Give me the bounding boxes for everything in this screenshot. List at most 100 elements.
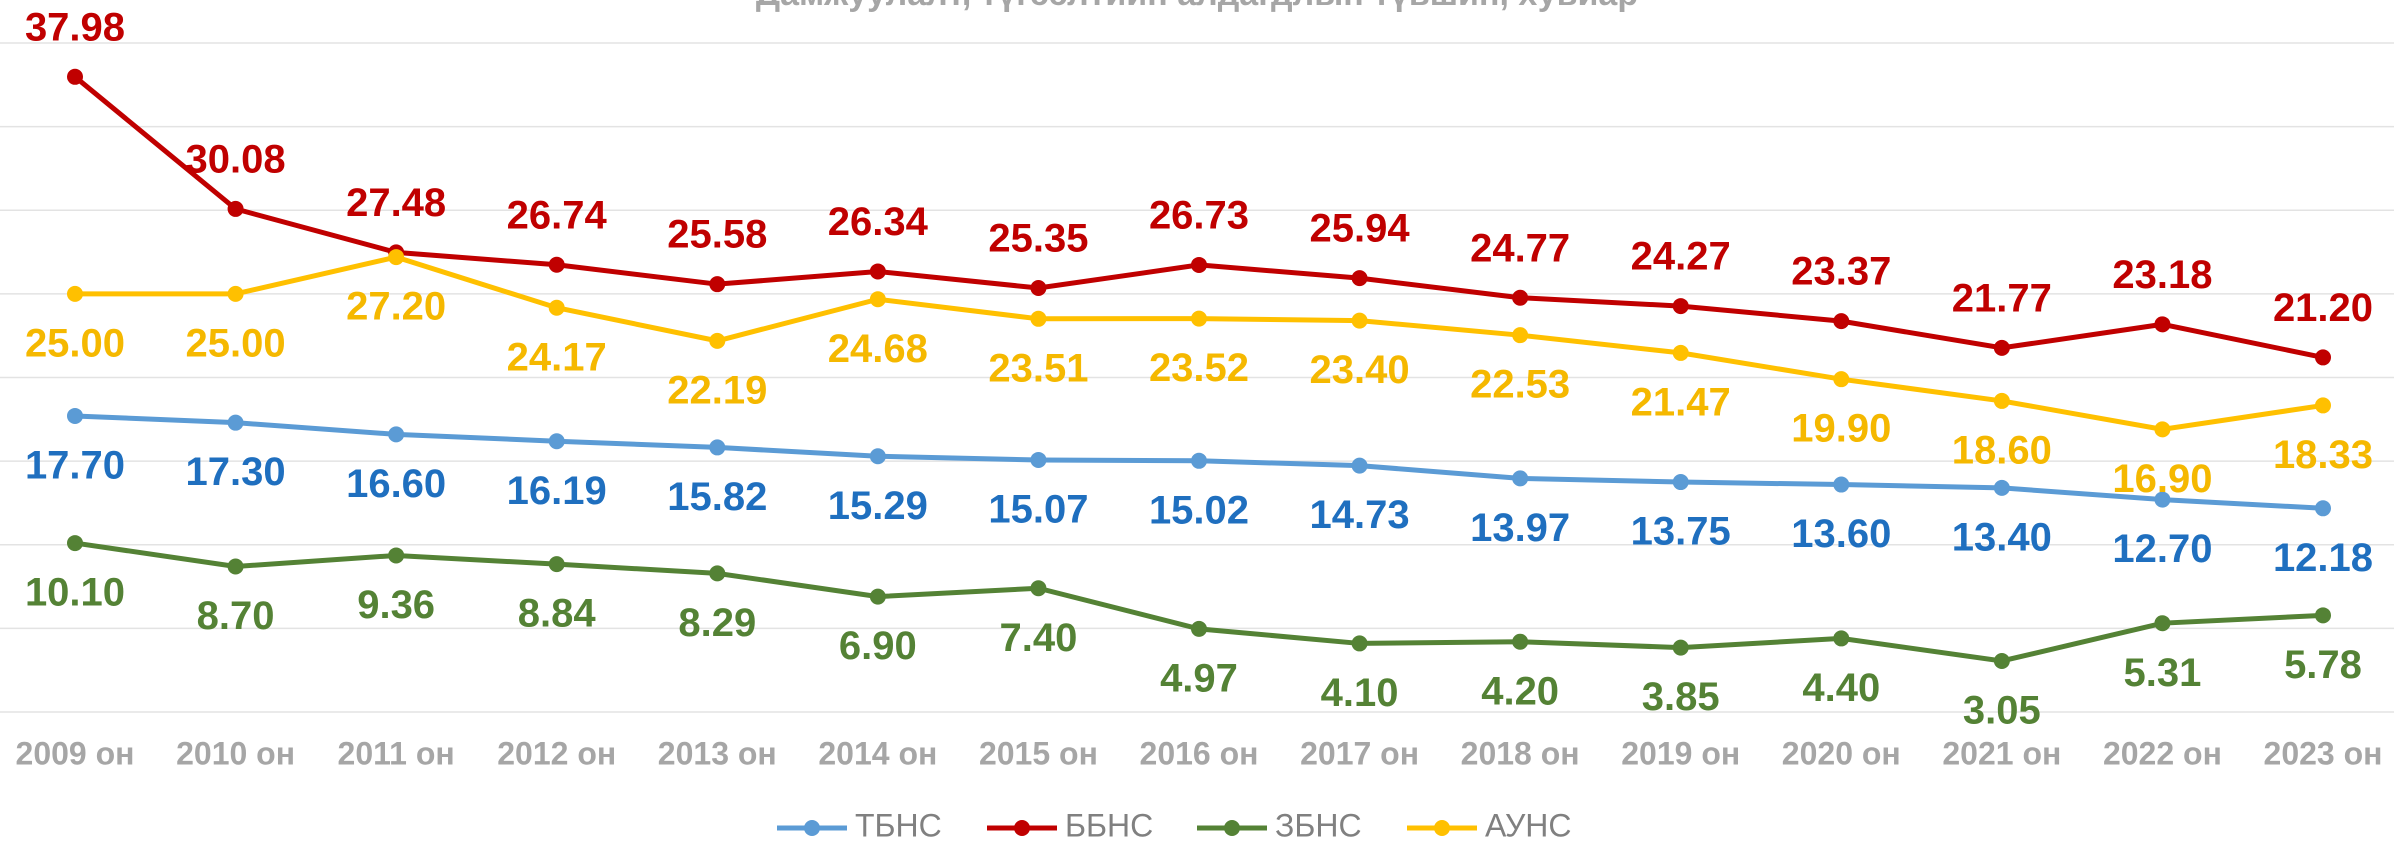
legend-label: ББНС bbox=[1065, 807, 1153, 843]
data-point bbox=[869, 448, 886, 465]
data-label: 8.84 bbox=[518, 592, 597, 636]
x-tick-label: 2023 он bbox=[2264, 735, 2383, 771]
data-point bbox=[1833, 371, 1850, 388]
data-label: 13.40 bbox=[1952, 515, 2052, 559]
data-label: 22.53 bbox=[1470, 363, 1570, 407]
data-label: 3.85 bbox=[1642, 675, 1720, 719]
data-point bbox=[2154, 615, 2171, 632]
data-point bbox=[388, 249, 405, 266]
x-tick-label: 2012 он bbox=[497, 735, 616, 771]
data-label: 4.20 bbox=[1481, 669, 1559, 713]
data-label: 3.05 bbox=[1963, 689, 2041, 733]
data-point bbox=[1030, 580, 1047, 597]
legend-marker bbox=[1434, 820, 1450, 836]
data-label: 12.18 bbox=[2273, 536, 2373, 580]
data-point bbox=[1512, 633, 1529, 650]
data-label: 24.27 bbox=[1631, 235, 1731, 279]
data-label: 15.82 bbox=[667, 475, 767, 519]
data-point bbox=[1512, 289, 1529, 306]
data-label: 4.97 bbox=[1160, 656, 1238, 700]
data-label: 16.60 bbox=[346, 462, 446, 506]
data-label: 15.02 bbox=[1149, 488, 1249, 532]
data-point bbox=[869, 291, 886, 308]
data-point bbox=[1191, 452, 1207, 469]
data-point bbox=[67, 407, 83, 424]
data-point bbox=[2154, 491, 2171, 508]
data-point bbox=[1672, 344, 1689, 361]
data-label: 6.90 bbox=[839, 624, 917, 668]
legend-marker bbox=[1224, 820, 1240, 836]
data-label: 18.33 bbox=[2273, 433, 2373, 477]
x-tick-label: 2015 он bbox=[979, 735, 1098, 771]
x-tick-label: 2010 он bbox=[176, 735, 295, 771]
data-label: 12.70 bbox=[2112, 527, 2212, 571]
data-point bbox=[1672, 474, 1689, 491]
data-point bbox=[1512, 327, 1529, 344]
data-label: 23.52 bbox=[1149, 346, 1249, 390]
data-point bbox=[709, 332, 726, 349]
data-label: 25.94 bbox=[1310, 207, 1411, 251]
data-point bbox=[1030, 310, 1047, 327]
data-label: 37.98 bbox=[25, 5, 125, 49]
data-label: 26.34 bbox=[828, 200, 929, 244]
data-point bbox=[67, 285, 83, 302]
data-point bbox=[709, 565, 726, 582]
data-point bbox=[1351, 312, 1368, 329]
data-point bbox=[1672, 298, 1689, 315]
data-point bbox=[2154, 421, 2171, 438]
data-label: 8.70 bbox=[197, 594, 275, 638]
data-point bbox=[227, 414, 244, 431]
data-point bbox=[227, 200, 244, 217]
data-label: 26.73 bbox=[1149, 194, 1249, 238]
data-point bbox=[709, 276, 726, 293]
data-point bbox=[227, 285, 244, 302]
data-label: 25.35 bbox=[988, 217, 1088, 261]
data-point bbox=[1030, 280, 1047, 297]
data-label: 30.08 bbox=[186, 137, 286, 181]
data-label: 13.75 bbox=[1631, 510, 1731, 554]
data-point bbox=[1512, 470, 1529, 487]
data-label: 21.20 bbox=[2273, 286, 2373, 330]
x-tick-label: 2018 он bbox=[1461, 735, 1580, 771]
data-label: 5.31 bbox=[2123, 651, 2201, 695]
data-label: 27.20 bbox=[346, 285, 446, 329]
data-label: 24.77 bbox=[1470, 226, 1570, 270]
data-label: 5.78 bbox=[2284, 643, 2362, 687]
data-label: 19.90 bbox=[1791, 407, 1891, 451]
data-label: 15.29 bbox=[828, 484, 928, 528]
data-label: 7.40 bbox=[999, 616, 1077, 660]
legend-label: АУНС bbox=[1485, 807, 1571, 843]
data-point bbox=[67, 68, 83, 85]
data-label: 23.40 bbox=[1310, 348, 1410, 392]
data-point bbox=[1351, 270, 1368, 287]
data-point bbox=[709, 439, 726, 456]
data-label: 23.37 bbox=[1791, 250, 1891, 294]
data-label: 22.19 bbox=[667, 368, 767, 412]
data-point bbox=[1191, 256, 1207, 273]
data-point bbox=[869, 588, 886, 605]
data-point bbox=[1351, 635, 1368, 652]
x-tick-label: 2021 он bbox=[1942, 735, 2061, 771]
x-tick-label: 2019 он bbox=[1621, 735, 1740, 771]
data-point bbox=[2154, 316, 2171, 333]
data-label: 4.40 bbox=[1802, 666, 1880, 710]
x-tick-label: 2013 он bbox=[658, 735, 777, 771]
data-point bbox=[548, 433, 565, 450]
data-label: 13.60 bbox=[1791, 512, 1891, 556]
data-label: 16.19 bbox=[507, 469, 607, 513]
data-label: 16.90 bbox=[2112, 457, 2212, 501]
data-point bbox=[67, 535, 83, 552]
data-label: 26.74 bbox=[507, 193, 608, 237]
data-point bbox=[1993, 652, 2010, 669]
data-label: 10.10 bbox=[25, 571, 125, 615]
legend-marker bbox=[1014, 820, 1030, 836]
data-point bbox=[1993, 392, 2010, 409]
data-point bbox=[1833, 630, 1850, 647]
x-tick-label: 2016 он bbox=[1140, 735, 1259, 771]
x-tick-label: 2017 он bbox=[1300, 735, 1419, 771]
data-label: 8.29 bbox=[678, 601, 756, 645]
data-label: 25.00 bbox=[25, 321, 125, 365]
data-point bbox=[2315, 500, 2331, 517]
data-point bbox=[548, 299, 565, 316]
